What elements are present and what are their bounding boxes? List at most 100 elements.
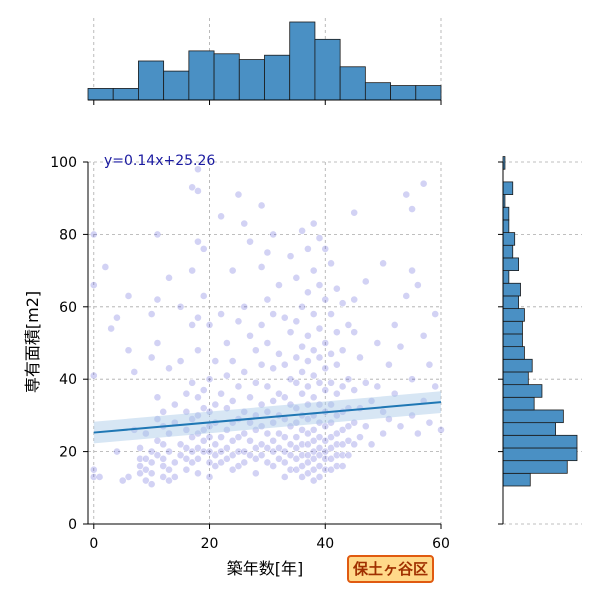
data-point — [182, 389, 191, 398]
data-point — [194, 444, 202, 452]
data-point — [327, 259, 335, 268]
data-point — [124, 346, 133, 355]
data-point — [419, 331, 428, 340]
data-point — [309, 346, 318, 355]
data-point — [344, 422, 353, 431]
data-point — [205, 447, 214, 456]
data-point — [338, 299, 347, 308]
data-point — [228, 436, 237, 445]
data-point — [275, 389, 283, 398]
data-point — [321, 454, 330, 463]
data-point — [413, 281, 422, 289]
data-point — [379, 429, 388, 438]
data-point — [188, 266, 197, 275]
data-point — [344, 375, 353, 384]
data-point — [350, 208, 359, 217]
data-point — [124, 473, 133, 481]
data-point — [188, 447, 197, 456]
data-point — [390, 320, 399, 329]
data-point — [217, 447, 225, 456]
data-point — [315, 324, 324, 333]
data-point — [286, 252, 295, 261]
data-point — [228, 451, 237, 460]
data-point — [309, 266, 318, 275]
data-point — [332, 440, 341, 449]
data-point — [124, 292, 133, 300]
data-point — [327, 349, 335, 358]
data-point — [118, 476, 127, 485]
axes: 0 20 40 60 0 20 40 60 80 100 — [50, 155, 450, 552]
y-tick-label: 100 — [50, 155, 77, 171]
data-point — [222, 425, 231, 434]
data-point — [304, 382, 312, 391]
data-point — [89, 473, 98, 481]
data-point — [228, 465, 237, 474]
data-point — [269, 418, 278, 427]
data-point — [298, 342, 307, 351]
data-point — [292, 378, 301, 387]
data-point — [298, 451, 307, 460]
right-hist-bar — [502, 219, 510, 233]
right-hist-bar — [502, 409, 564, 424]
y-tick-label: 40 — [59, 372, 77, 388]
data-point — [153, 451, 162, 460]
data-point — [246, 451, 254, 460]
data-point — [159, 440, 168, 449]
data-point — [356, 433, 364, 442]
data-point — [205, 407, 214, 416]
data-point — [141, 429, 150, 438]
data-point — [315, 418, 324, 427]
data-point — [304, 357, 312, 365]
data-point — [251, 425, 260, 434]
top-hist-bar — [163, 70, 190, 101]
data-point — [222, 371, 231, 380]
data-point — [217, 433, 225, 442]
data-point — [199, 425, 208, 434]
data-point — [298, 473, 307, 481]
data-point — [292, 454, 301, 463]
top-hist-bar — [415, 85, 442, 101]
data-point — [269, 310, 278, 318]
data-point — [321, 422, 330, 431]
data-point — [292, 317, 301, 326]
data-point — [240, 219, 249, 228]
data-point — [199, 447, 208, 456]
data-point — [194, 454, 202, 463]
data-point — [298, 302, 307, 311]
data-point — [263, 458, 272, 467]
data-point — [188, 458, 197, 467]
data-point — [350, 328, 359, 337]
data-point — [188, 183, 197, 192]
data-point — [228, 357, 237, 365]
data-point — [275, 349, 283, 358]
data-point — [327, 418, 335, 427]
data-point — [246, 237, 254, 246]
regression — [93, 391, 442, 444]
data-point — [425, 418, 434, 427]
data-point — [298, 389, 307, 398]
top-hist-bar — [238, 59, 265, 101]
data-point — [257, 422, 266, 431]
data-point — [194, 313, 202, 322]
data-point — [304, 458, 312, 467]
top-hist-bar — [264, 54, 291, 101]
data-point — [321, 244, 330, 253]
data-point — [228, 266, 237, 275]
right-hist-bar — [502, 244, 514, 259]
data-point — [309, 219, 318, 228]
data-point — [332, 284, 341, 293]
right-hist-bar — [502, 346, 525, 360]
data-point — [338, 462, 347, 470]
data-point — [408, 205, 416, 213]
data-point — [315, 353, 324, 362]
right-hist-bar — [502, 472, 531, 487]
data-point — [402, 190, 411, 199]
data-point — [165, 429, 173, 438]
data-point — [251, 346, 260, 355]
data-point — [280, 313, 289, 322]
data-point — [153, 436, 162, 445]
data-point — [304, 429, 312, 438]
data-point — [269, 364, 278, 373]
data-point — [298, 440, 307, 449]
